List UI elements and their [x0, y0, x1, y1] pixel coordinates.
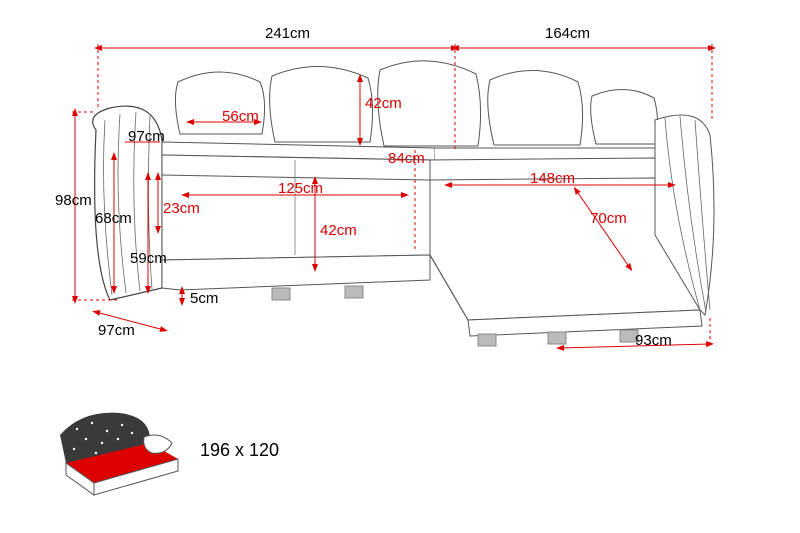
dim-97-arm: 97cm — [128, 128, 165, 145]
dim-42-top: 42cm — [365, 95, 402, 112]
dim-59: 59cm — [130, 250, 167, 267]
dim-164: 164cm — [545, 25, 590, 42]
dim-70: 70cm — [590, 210, 627, 227]
dim-98: 98cm — [55, 192, 92, 209]
dim-68: 68cm — [95, 210, 132, 227]
dimension-lines — [0, 0, 800, 400]
dim-42-mid: 42cm — [320, 222, 357, 239]
dim-125: 125cm — [278, 180, 323, 197]
dim-97-depth: 97cm — [98, 322, 135, 339]
bed-size-label: 196 x 120 — [200, 440, 279, 461]
dim-93: 93cm — [635, 332, 672, 349]
dim-23: 23cm — [163, 200, 200, 217]
dim-148: 148cm — [530, 170, 575, 187]
bed-inset — [52, 405, 212, 505]
dim-241: 241cm — [265, 25, 310, 42]
dim-84: 84cm — [388, 150, 425, 167]
dim-5: 5cm — [190, 290, 218, 307]
dim-56: 56cm — [222, 108, 259, 125]
